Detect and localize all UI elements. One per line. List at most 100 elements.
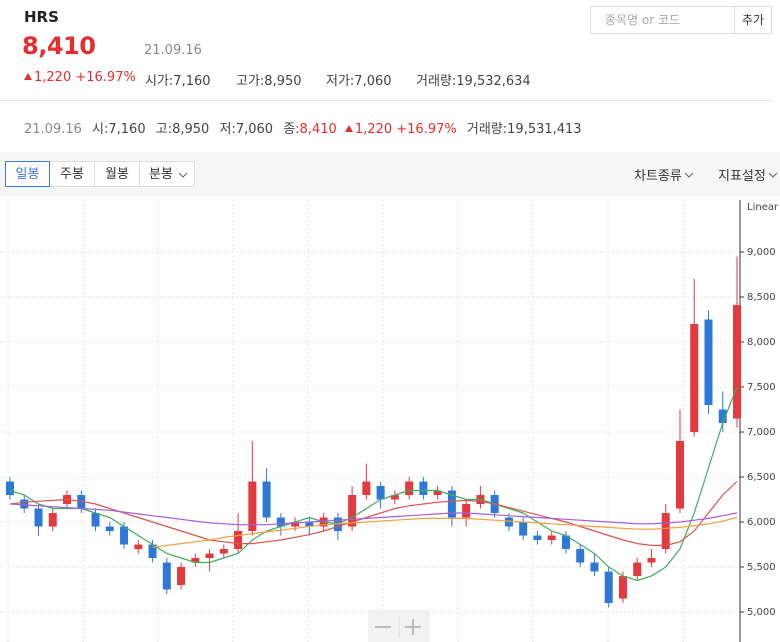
stat-value: :19,532,634	[451, 74, 531, 89]
candle-body	[20, 499, 29, 509]
candle-body	[162, 562, 171, 590]
v-grid	[7, 200, 684, 642]
stat: 고가:8,950	[236, 70, 302, 89]
moving-average	[9, 503, 738, 526]
candle-body	[690, 324, 699, 433]
menu-label: 지표설정	[718, 169, 766, 184]
h-grid	[0, 251, 740, 613]
change-value: 1,220	[34, 70, 72, 85]
stat-label: 고가	[236, 74, 260, 89]
y-tick-label: 7,500	[747, 382, 776, 393]
y-tick-label: 7,000	[747, 427, 776, 438]
candle-body	[561, 535, 570, 550]
candle-body	[276, 517, 285, 527]
candle-body	[576, 549, 585, 563]
candle-body	[177, 567, 186, 586]
candle-body	[205, 553, 214, 559]
up-icon	[24, 73, 32, 80]
tab-active[interactable]: 일봉	[5, 161, 50, 187]
candle-body	[704, 319, 713, 406]
detail-value: :8,950	[167, 122, 210, 137]
candle-body	[34, 508, 43, 527]
y-tick-label: 5,500	[747, 562, 776, 573]
stat-value: :7,060	[349, 74, 392, 89]
candle-body	[447, 490, 456, 518]
candle-body	[291, 522, 300, 527]
candle-body	[305, 522, 314, 527]
candle-body	[120, 526, 129, 545]
candle-body	[633, 562, 642, 577]
stat-value: :7,160	[168, 74, 211, 89]
candle-body	[148, 544, 157, 559]
detail-label: 저	[219, 122, 232, 137]
detail-change-rate: +16.97%	[396, 122, 457, 137]
detail-label: 시	[92, 122, 104, 137]
candle-body	[533, 535, 542, 541]
tab[interactable]: 분봉	[139, 161, 195, 187]
chart: Linear 5,000 5,500 6,000 6,500 7,000 7,500 8,0…	[0, 200, 779, 642]
candles	[6, 256, 741, 608]
candle-body	[462, 504, 471, 518]
candle-body	[362, 481, 371, 496]
detail-date: 21.09.16	[24, 122, 82, 137]
detail-change-value: 1,220	[354, 122, 393, 137]
moving-average	[152, 516, 738, 548]
candle-body	[248, 481, 257, 532]
detail-value: :19,531,413	[502, 122, 582, 137]
stat: 시가:7,160	[145, 70, 211, 89]
candle-body	[191, 558, 200, 563]
divider	[0, 100, 773, 101]
detail-value: :8,410	[295, 122, 337, 137]
detail-label: 고	[155, 122, 168, 137]
tab-label: 분봉	[149, 167, 173, 182]
moving-average	[9, 481, 738, 546]
price: 8,410	[22, 32, 96, 60]
change-rate: +16.97%	[75, 70, 136, 85]
stat-label: 저가	[326, 74, 350, 89]
candle-body	[91, 513, 100, 527]
candle-body	[234, 531, 243, 550]
candle-body	[504, 517, 513, 527]
menu[interactable]: 지표설정	[718, 165, 778, 184]
up-icon	[344, 125, 353, 132]
candle-body	[661, 513, 670, 550]
search-input[interactable]: 종목명 or 코드	[590, 6, 735, 34]
stat-label: 시가	[145, 74, 169, 89]
chevron	[684, 172, 694, 178]
zoom-controls[interactable]	[368, 610, 430, 642]
add-button[interactable]: 추가	[734, 6, 772, 34]
candle-body	[134, 544, 143, 550]
detail-label: 거래량	[466, 122, 503, 137]
y-tick-label: 8,000	[747, 337, 776, 348]
y-tick-label: 5,000	[747, 607, 776, 618]
y-tick-label: 8,500	[747, 292, 776, 303]
date: 21.09.16	[144, 43, 202, 58]
menu-label: 차트종류	[634, 169, 682, 184]
detail-label: 종	[283, 122, 296, 137]
candle-body	[219, 549, 228, 554]
stat-value: :8,950	[259, 74, 302, 89]
tab[interactable]: 주봉	[49, 161, 95, 187]
candle-body	[376, 486, 385, 500]
candle-body	[675, 441, 684, 509]
candle-body	[733, 305, 741, 419]
candle-body	[547, 535, 556, 541]
candle-body	[718, 409, 727, 424]
candle-body	[48, 513, 57, 527]
candle-body	[6, 481, 14, 496]
candle-body	[604, 571, 613, 604]
candle-body	[405, 481, 414, 496]
candle-body	[419, 481, 428, 496]
candle-body	[105, 526, 114, 532]
y-tick-label: 6,500	[747, 472, 776, 483]
y-tick-label: 9,000	[747, 247, 776, 258]
chevron	[768, 172, 778, 178]
tab[interactable]: 월봉	[94, 161, 140, 187]
detail-change: 1,220 +16.97%	[344, 122, 457, 137]
menu[interactable]: 차트종류	[634, 165, 694, 184]
candle-body	[348, 495, 357, 527]
candle-body	[618, 576, 627, 599]
detail-value: :7,060	[231, 122, 274, 137]
candle-body	[433, 490, 442, 496]
